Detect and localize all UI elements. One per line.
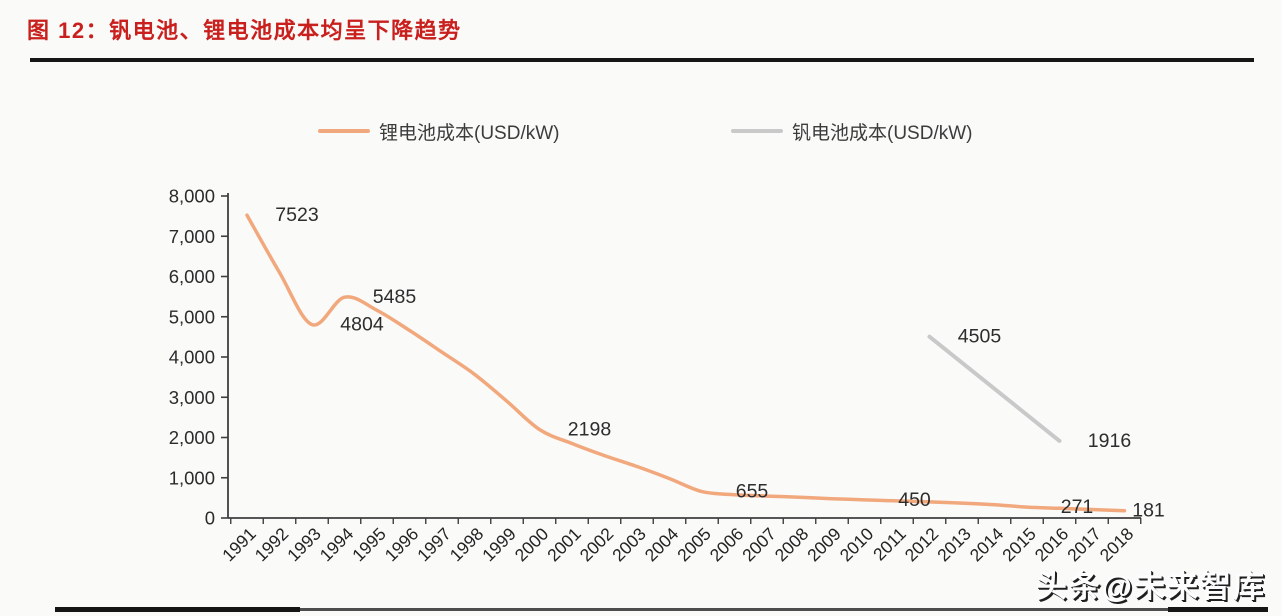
x-tick-label: 2018 xyxy=(1096,524,1138,566)
x-tick-label: 1997 xyxy=(413,524,455,566)
footer-divider-right xyxy=(1168,607,1268,612)
legend-label-lithium: 锂电池成本(USD/kW) xyxy=(379,122,560,144)
x-tick-label: 2002 xyxy=(576,524,618,566)
x-tick-label: 1996 xyxy=(381,524,423,566)
y-tick-label: 3,000 xyxy=(169,387,215,408)
vanadium-line-swatch xyxy=(731,129,783,133)
x-tick-label: 1999 xyxy=(478,524,520,566)
data-point-label: 181 xyxy=(1132,500,1165,522)
chart-legend: 锂电池成本(USD/kW) 钒电池成本(USD/kW) xyxy=(0,118,1282,144)
x-tick-label: 2003 xyxy=(608,524,650,566)
data-point-label: 5485 xyxy=(373,286,417,308)
x-tick-label: 1994 xyxy=(316,524,358,566)
data-point-label: 4804 xyxy=(340,314,384,336)
x-tick-label: 1995 xyxy=(348,524,390,566)
watermark: 头条@未来智库 xyxy=(1035,569,1266,604)
x-tick-label: 2005 xyxy=(673,524,715,566)
x-tick-label: 2016 xyxy=(1031,524,1073,566)
x-tick-label: 2008 xyxy=(771,524,813,566)
x-tick-label: 2004 xyxy=(641,524,683,566)
x-tick-label: 2014 xyxy=(966,524,1008,566)
data-point-label: 1916 xyxy=(1088,430,1131,452)
footer-divider-middle xyxy=(300,608,1168,611)
x-tick-label: 1992 xyxy=(251,524,293,566)
y-tick-label: 0 xyxy=(205,508,215,529)
title-divider xyxy=(30,58,1254,62)
lithium-cost-line xyxy=(245,213,1127,513)
x-tick-label: 1991 xyxy=(218,524,260,566)
x-tick-label: 2000 xyxy=(511,524,553,566)
data-point-label: 2198 xyxy=(568,419,611,441)
y-tick-label: 2,000 xyxy=(169,427,215,448)
x-tick-label: 2013 xyxy=(933,524,975,566)
legend-item-vanadium: 钒电池成本(USD/kW) xyxy=(731,118,972,144)
y-tick-label: 1,000 xyxy=(169,467,215,488)
x-tick-label: 2010 xyxy=(836,524,878,566)
x-tick-label: 1998 xyxy=(446,524,488,566)
lithium-line-swatch xyxy=(318,129,370,133)
data-point-label: 655 xyxy=(736,481,769,503)
x-tick-label: 2001 xyxy=(543,524,585,566)
x-tick-label: 2006 xyxy=(706,524,748,566)
y-tick-label: 7,000 xyxy=(169,226,215,247)
footer-divider-left xyxy=(55,607,300,612)
x-tick-label: 2009 xyxy=(803,524,845,566)
data-point-label: 4505 xyxy=(958,326,1002,348)
vanadium-cost-line xyxy=(927,334,1062,443)
y-tick-label: 8,000 xyxy=(169,186,215,207)
legend-item-lithium: 锂电池成本(USD/kW) xyxy=(318,118,559,144)
y-tick-label: 6,000 xyxy=(169,266,215,287)
x-tick-label: 2017 xyxy=(1063,524,1105,566)
legend-label-vanadium: 钒电池成本(USD/kW) xyxy=(792,122,973,144)
x-tick-label: 2007 xyxy=(738,524,780,566)
data-point-label: 271 xyxy=(1061,496,1094,518)
figure-title: 图 12：钒电池、锂电池成本均呈下降趋势 xyxy=(27,18,462,43)
y-tick-label: 5,000 xyxy=(169,306,215,327)
y-tick-label: 4,000 xyxy=(169,347,215,368)
data-point-label: 450 xyxy=(898,489,931,511)
x-tick-label: 2012 xyxy=(901,524,943,566)
data-point-label: 7523 xyxy=(275,204,318,226)
x-tick-label: 1993 xyxy=(283,524,325,566)
x-tick-label: 2015 xyxy=(998,524,1040,566)
x-tick-label: 2011 xyxy=(869,524,910,565)
